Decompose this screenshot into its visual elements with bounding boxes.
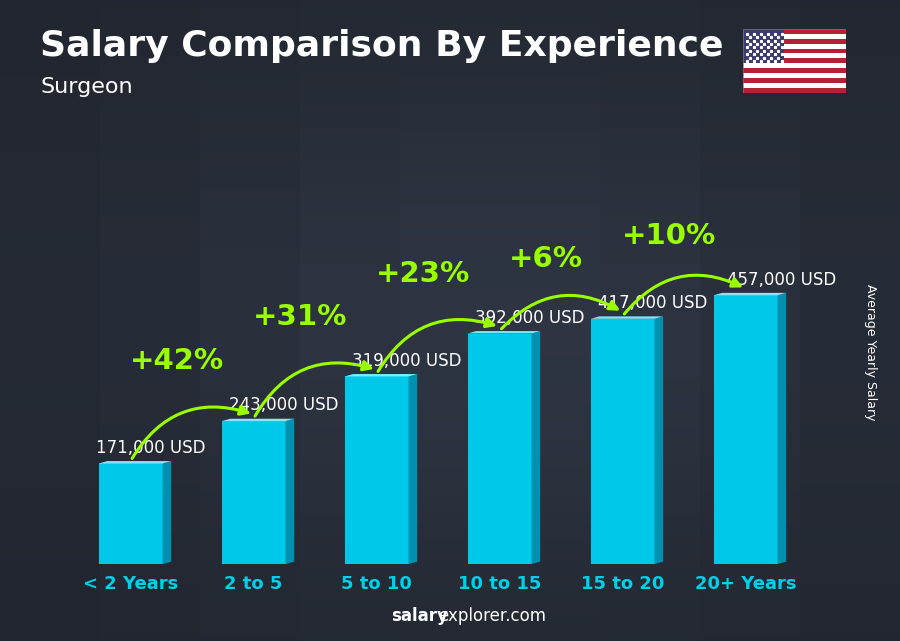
Polygon shape bbox=[714, 293, 787, 296]
Text: +42%: +42% bbox=[130, 347, 224, 376]
Polygon shape bbox=[345, 374, 418, 376]
Text: 319,000 USD: 319,000 USD bbox=[352, 352, 462, 370]
Bar bbox=[742, 83, 846, 88]
Text: +10%: +10% bbox=[622, 222, 716, 249]
Polygon shape bbox=[99, 463, 163, 564]
Polygon shape bbox=[221, 421, 285, 564]
Bar bbox=[742, 69, 846, 73]
Polygon shape bbox=[778, 293, 787, 564]
Text: explorer.com: explorer.com bbox=[438, 607, 546, 625]
Bar bbox=[742, 49, 846, 53]
Polygon shape bbox=[532, 331, 540, 564]
Polygon shape bbox=[590, 317, 663, 319]
Polygon shape bbox=[468, 331, 540, 333]
Bar bbox=[742, 29, 846, 34]
Polygon shape bbox=[654, 317, 663, 564]
Text: 392,000 USD: 392,000 USD bbox=[475, 309, 584, 327]
Polygon shape bbox=[590, 319, 654, 564]
Polygon shape bbox=[714, 296, 778, 564]
Text: 457,000 USD: 457,000 USD bbox=[727, 271, 836, 288]
Bar bbox=[742, 29, 784, 63]
Polygon shape bbox=[468, 333, 532, 564]
Text: salary: salary bbox=[392, 607, 448, 625]
Bar bbox=[742, 73, 846, 78]
Polygon shape bbox=[163, 461, 171, 564]
Polygon shape bbox=[345, 376, 409, 564]
Bar bbox=[742, 58, 846, 63]
Bar bbox=[742, 53, 846, 58]
Bar bbox=[742, 38, 846, 44]
Bar bbox=[742, 44, 846, 49]
Text: Surgeon: Surgeon bbox=[40, 77, 133, 97]
Text: 243,000 USD: 243,000 USD bbox=[229, 396, 338, 415]
Bar bbox=[742, 34, 846, 38]
Text: +23%: +23% bbox=[376, 260, 471, 288]
Bar bbox=[742, 78, 846, 83]
Text: 171,000 USD: 171,000 USD bbox=[96, 439, 206, 457]
Polygon shape bbox=[285, 419, 294, 564]
Text: Salary Comparison By Experience: Salary Comparison By Experience bbox=[40, 29, 724, 63]
Text: Average Yearly Salary: Average Yearly Salary bbox=[864, 285, 878, 420]
Text: 417,000 USD: 417,000 USD bbox=[598, 294, 707, 312]
Polygon shape bbox=[99, 461, 171, 463]
Polygon shape bbox=[221, 419, 294, 421]
Polygon shape bbox=[409, 374, 418, 564]
Bar bbox=[742, 63, 846, 69]
Text: +6%: +6% bbox=[509, 245, 583, 273]
Bar bbox=[742, 88, 846, 93]
Text: +31%: +31% bbox=[253, 303, 347, 331]
